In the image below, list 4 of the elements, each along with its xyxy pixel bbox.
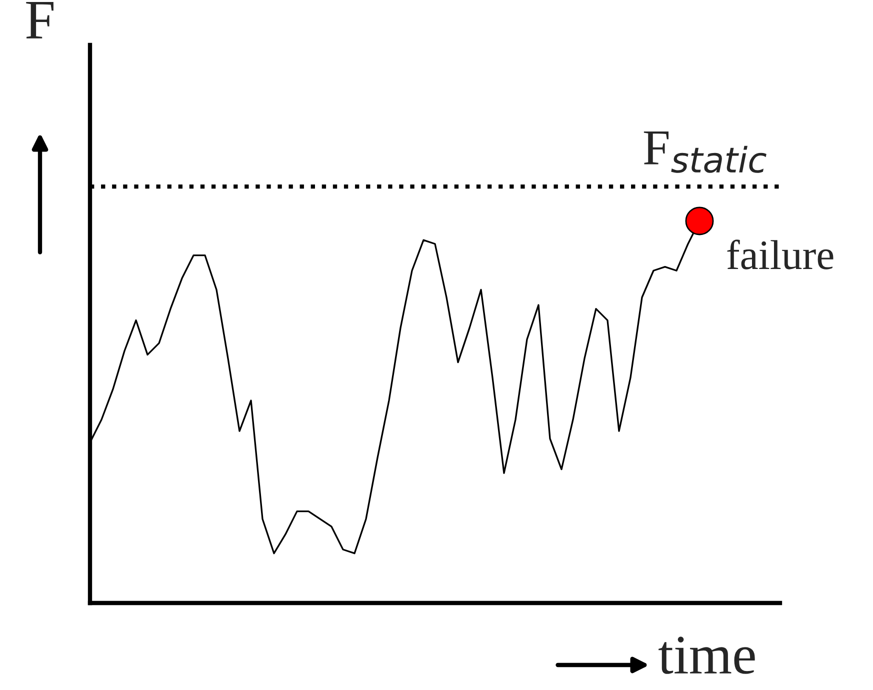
x-axis-title: time xyxy=(658,636,755,674)
ref-line-label: F$_{static}$ xyxy=(644,131,766,173)
text: failure xyxy=(727,240,834,270)
y-axis-title: F xyxy=(26,2,54,38)
